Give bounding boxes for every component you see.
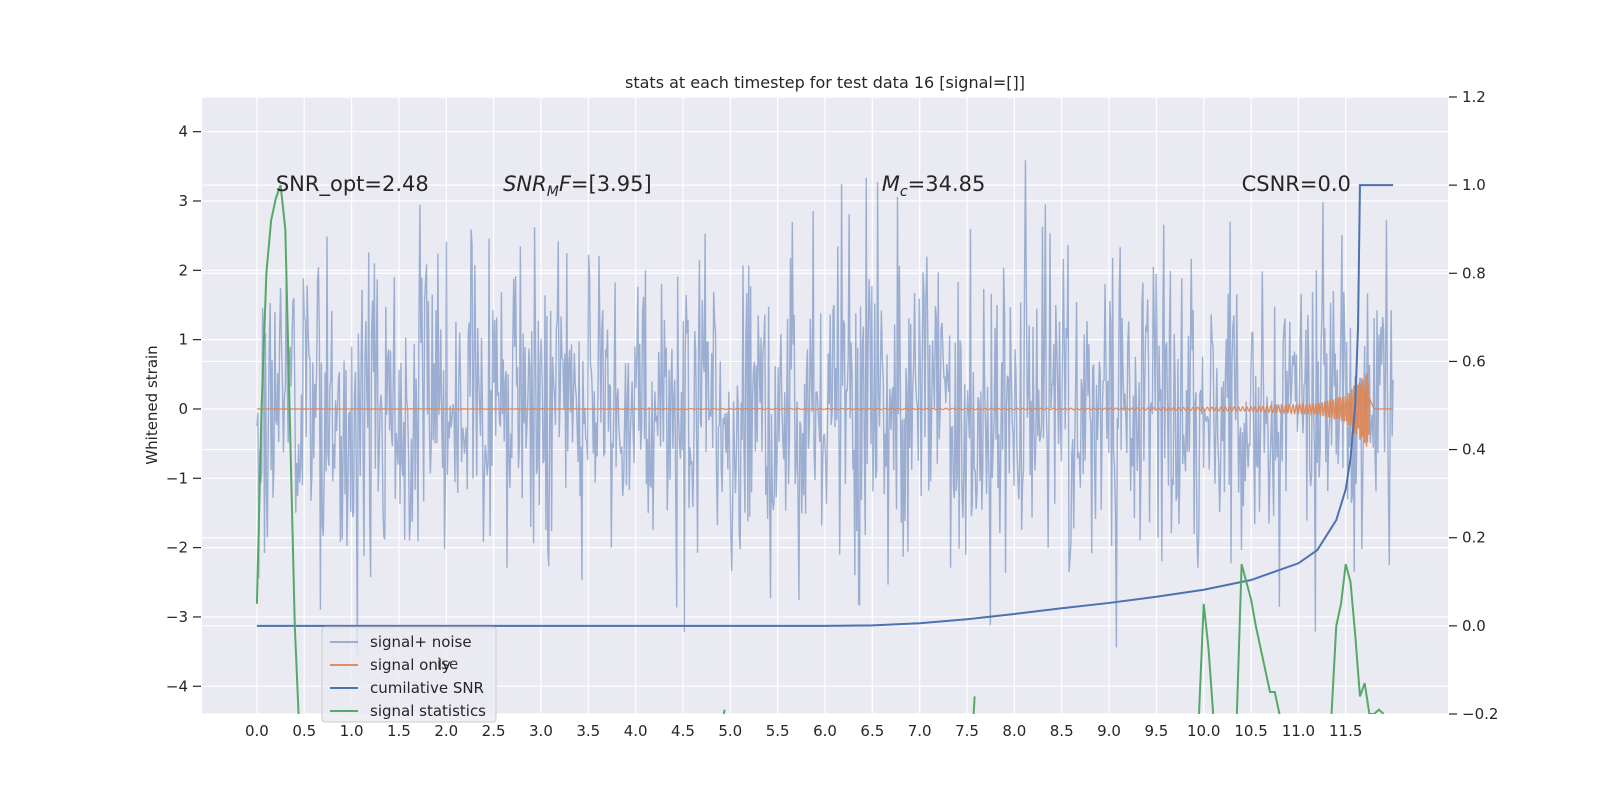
y2-tick-label: 0.8: [1462, 264, 1486, 282]
series-signal-statistics-line: [972, 696, 976, 714]
y2-tick-label: 0.6: [1462, 352, 1486, 370]
x-tick-label: 9.0: [1097, 722, 1121, 740]
y2-tick-label: 0.0: [1462, 617, 1486, 635]
x-tick-label: 6.5: [860, 722, 884, 740]
series-cumulative-snr-line: [256, 184, 1394, 627]
x-tick-label: 4.5: [671, 722, 695, 740]
y-tick-label: −4: [166, 677, 188, 695]
legend-label: signal statistics: [370, 702, 486, 720]
ticks: 0.0 0.5 1.0 1.5 2.0 2.5 3.0 3.5 4.0 4.5 5.0 5.5 6.0 6…: [166, 88, 1499, 740]
y-tick-label: 4: [178, 123, 188, 141]
x-tick-label: 4.0: [624, 722, 648, 740]
x-tick-label: 3.0: [529, 722, 553, 740]
y2-tick-label: 0.2: [1462, 529, 1486, 547]
y2-tick-label: 1.0: [1462, 176, 1486, 194]
series-signal-statistics-line: [255, 184, 300, 714]
legend-label: cumilative SNR: [370, 679, 484, 697]
legend-label: signal+ noise: [370, 633, 472, 651]
y-tick-label: 2: [178, 261, 188, 279]
x-tick-label: 11.5: [1329, 722, 1362, 740]
annotation-label: CSNR=0.0: [1242, 172, 1351, 196]
legend-box: [321, 626, 497, 723]
x-tick-label: 11.0: [1282, 722, 1315, 740]
legend: ise signal+ noise signal only cumilative SN…: [321, 626, 497, 723]
data-layer: [255, 160, 1394, 714]
y-axis-label: Whitened strain: [143, 345, 161, 464]
series-signal-statistics-line: [722, 709, 726, 714]
y2-tick-label: 0.4: [1462, 441, 1486, 459]
y-tick-label: −2: [166, 539, 188, 557]
annotation-label: Mc=34.85: [882, 172, 986, 200]
series-signal-noise-line: [256, 160, 1394, 656]
x-tick-label: 9.5: [1144, 722, 1168, 740]
y2-tick-label: −0.2: [1462, 705, 1498, 723]
x-tick-label: 3.5: [576, 722, 600, 740]
y-tick-label: 3: [178, 192, 188, 210]
x-tick-label: 1.0: [340, 722, 364, 740]
x-tick-label: 8.5: [1050, 722, 1074, 740]
y2-tick-label: 1.2: [1462, 88, 1486, 106]
annotations: SNR_opt=2.48 SNRMF=[3.95] Mc=34.85 CSNR=0.0: [276, 172, 1351, 200]
x-tick-label: 7.5: [955, 722, 979, 740]
x-tick-label: 7.0: [908, 722, 932, 740]
x-tick-label: 1.5: [387, 722, 411, 740]
legend-label: signal only: [370, 656, 451, 674]
x-tick-label: 10.5: [1234, 722, 1267, 740]
x-tick-label: 5.0: [718, 722, 742, 740]
x-tick-label: 10.0: [1187, 722, 1220, 740]
series-signal-statistics-line: [1330, 563, 1385, 714]
x-tick-label: 0.5: [292, 722, 316, 740]
x-tick-label: 8.0: [1002, 722, 1026, 740]
y-tick-label: −3: [166, 608, 188, 626]
x-tick-label: 6.0: [813, 722, 837, 740]
x-tick-label: 5.5: [766, 722, 790, 740]
annotation-label: SNRMF=[3.95]: [503, 172, 652, 200]
x-tick-label: 2.5: [482, 722, 506, 740]
series-signal-statistics-line: [1235, 563, 1281, 714]
series-signal-only-line: [256, 373, 1394, 447]
y-tick-label: 0: [178, 400, 188, 418]
x-tick-label: 0.0: [245, 722, 269, 740]
y-tick-label: 1: [178, 331, 188, 349]
annotation-label: SNR_opt=2.48: [276, 172, 429, 197]
y-tick-label: −1: [166, 469, 188, 487]
chart-title: stats at each timestep for test data 16 …: [625, 73, 1025, 92]
x-tick-label: 2.0: [434, 722, 458, 740]
legend-ghost-text: ise: [437, 655, 458, 673]
series-signal-statistics-line: [1197, 603, 1215, 714]
